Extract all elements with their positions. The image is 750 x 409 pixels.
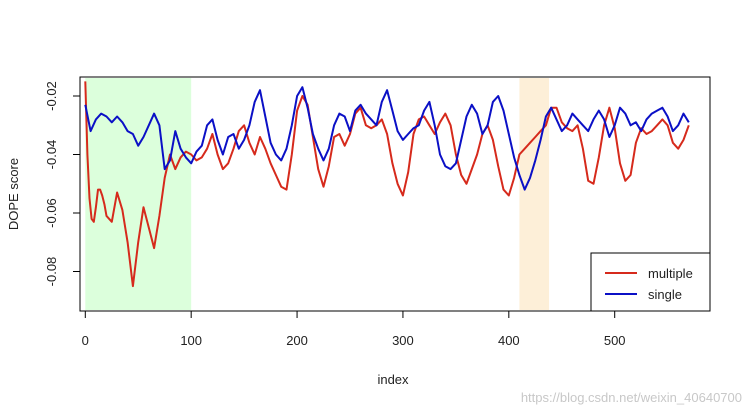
y-tick-label: -0.06 [44,198,59,228]
highlight-regions [85,78,550,310]
y-tick-label: -0.08 [44,257,59,287]
highlight-region-2 [519,78,550,310]
y-axis: -0.08 -0.06 -0.04 -0.02 [44,81,81,287]
y-axis-title: DOPE score [6,158,21,230]
x-axis-title: index [377,372,409,387]
x-tick-label: 100 [180,333,202,348]
x-tick-label: 300 [392,333,414,348]
y-tick-label: -0.02 [44,81,59,111]
x-tick-label: 0 [82,333,89,348]
x-tick-label: 400 [498,333,520,348]
x-tick-label: 500 [604,333,626,348]
series-lines [84,81,690,288]
legend-label-multiple: multiple [648,266,693,281]
watermark: https://blog.csdn.net/weixin_40640700 [520,390,742,405]
x-axis: 0 100 200 300 400 500 [82,310,626,348]
series-line-multiple [84,81,690,288]
highlight-region-1 [85,78,192,310]
legend-label-single: single [648,287,682,302]
y-tick-label: -0.04 [44,140,59,170]
x-tick-label: 200 [286,333,308,348]
legend-box [590,252,711,312]
legend: multiple single [590,252,711,312]
series-line-single [84,86,690,191]
